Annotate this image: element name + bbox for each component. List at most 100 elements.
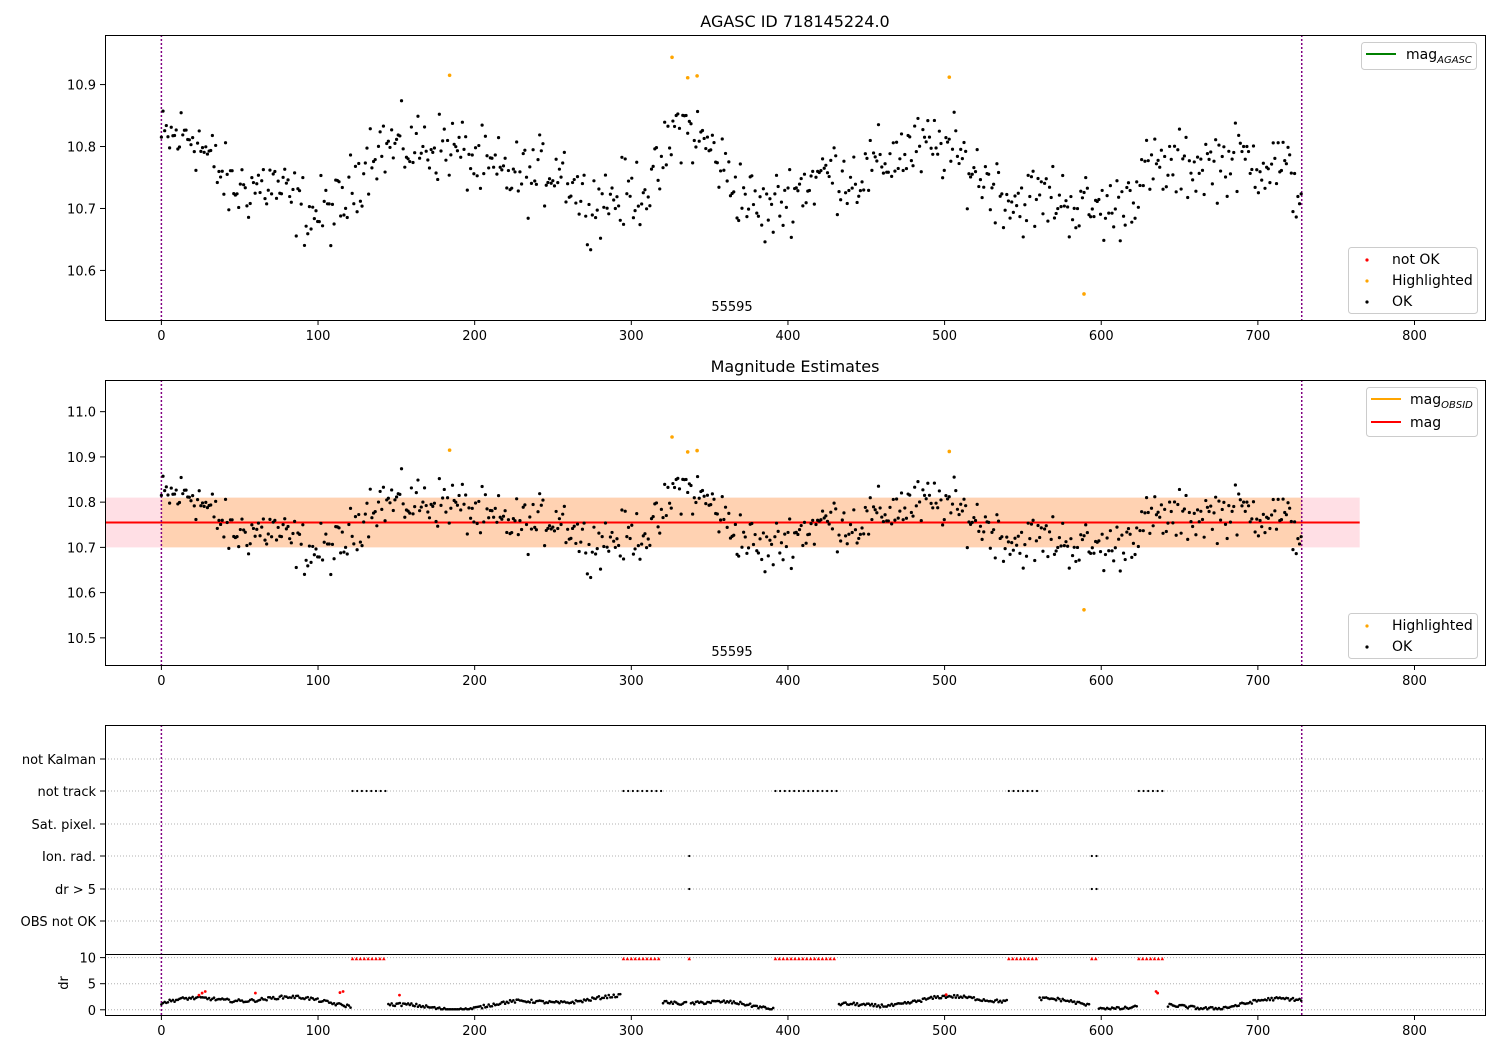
ok-point xyxy=(755,549,759,553)
ok-point xyxy=(363,512,367,516)
dr-high-point xyxy=(1026,956,1031,961)
ok-point xyxy=(834,507,838,511)
ok-point xyxy=(1146,510,1150,515)
ok-point xyxy=(1143,511,1147,515)
ok-point xyxy=(238,182,242,186)
x-tick-label: 200 xyxy=(462,329,487,344)
ok-point xyxy=(771,563,775,567)
ok-point xyxy=(1297,202,1302,206)
panel2-axis-ticks: 0 100 200 300 400 500 600 700 80010.510.610.710.… xyxy=(67,406,1427,689)
ok-point xyxy=(628,194,632,198)
ok-point xyxy=(936,506,940,510)
dr-point xyxy=(308,998,311,1001)
ok-point xyxy=(1077,558,1081,562)
ok-point xyxy=(227,546,231,550)
ok-point xyxy=(901,168,905,173)
ok-point xyxy=(230,169,234,173)
ok-point xyxy=(324,188,328,192)
dr-point xyxy=(398,1001,402,1005)
ok-point xyxy=(982,530,986,534)
ok-point xyxy=(605,206,609,210)
dr-red-point xyxy=(200,991,204,995)
ok-point xyxy=(812,202,816,206)
ok-point xyxy=(492,165,496,169)
ok-point xyxy=(442,487,446,492)
ok-point xyxy=(269,192,274,196)
ok-point xyxy=(996,170,1001,175)
ok-point xyxy=(1128,188,1132,193)
ok-point xyxy=(1051,164,1055,169)
ok-point xyxy=(473,501,478,505)
panel1-frame xyxy=(105,35,1486,321)
ok-point xyxy=(460,482,464,486)
ok-point xyxy=(722,168,726,172)
dr-point xyxy=(1040,998,1043,1002)
ok-point xyxy=(600,535,604,539)
ok-point xyxy=(720,137,724,141)
ok-point xyxy=(342,213,346,217)
dr-point xyxy=(1072,1000,1076,1003)
ok-point xyxy=(1115,179,1119,183)
ok-point xyxy=(1120,533,1124,537)
ok-point xyxy=(1204,498,1208,503)
ok-point xyxy=(1021,235,1025,239)
ok-point xyxy=(742,530,746,534)
ok-point xyxy=(959,147,963,151)
ok-point xyxy=(753,532,757,537)
ok-point xyxy=(745,551,749,555)
ok-point xyxy=(1174,190,1178,194)
dr-point xyxy=(939,996,943,1000)
ok-point xyxy=(585,572,589,576)
ok-point xyxy=(454,145,458,149)
ok-point xyxy=(225,172,229,176)
dr-high-point xyxy=(1148,956,1153,961)
ok-point xyxy=(248,201,252,206)
dr-point xyxy=(388,1003,392,1007)
ok-point xyxy=(483,134,488,138)
y-tick-label: 11.0 xyxy=(67,406,96,421)
dr-high-point xyxy=(812,956,817,961)
ok-point xyxy=(635,512,639,516)
flag-label: OBS not OK xyxy=(21,915,97,930)
ok-point xyxy=(972,515,976,520)
x-tick-label: 300 xyxy=(619,1024,644,1039)
ok-point xyxy=(894,140,899,144)
highlighted-point xyxy=(670,55,674,60)
ok-point xyxy=(654,501,659,505)
ok-point xyxy=(184,128,188,132)
ok-point xyxy=(1243,157,1247,161)
ok-point xyxy=(1161,187,1165,191)
dr-point xyxy=(748,1002,752,1005)
ok-point xyxy=(625,534,629,539)
ok-point xyxy=(878,506,882,510)
ok-point xyxy=(784,544,788,549)
ok-point xyxy=(362,172,366,176)
ok-point xyxy=(1168,144,1172,149)
ok-point xyxy=(712,497,716,501)
ok-point xyxy=(544,183,548,187)
ok-point xyxy=(1237,492,1241,496)
ok-point xyxy=(1255,517,1259,521)
dr-point xyxy=(240,999,244,1002)
ok-point xyxy=(668,501,672,505)
dr-point xyxy=(870,1002,874,1006)
ok-point xyxy=(1003,208,1007,212)
flag-point xyxy=(774,789,777,793)
ok-point xyxy=(630,176,634,180)
ok-point xyxy=(855,200,859,205)
ok-point xyxy=(394,137,399,142)
dr-point xyxy=(669,1000,673,1004)
x-tick-label: 500 xyxy=(932,329,957,344)
ok-point xyxy=(898,157,902,161)
ok-point xyxy=(904,166,909,171)
dr-red-point xyxy=(203,990,207,993)
dr-high-point xyxy=(797,956,801,961)
dr-point xyxy=(952,993,956,997)
ok-point xyxy=(638,223,642,227)
ok-point xyxy=(1028,537,1032,541)
flag-point xyxy=(793,789,796,793)
ok-point xyxy=(268,168,272,172)
dr-high-point xyxy=(832,956,836,961)
ok-point xyxy=(217,518,221,522)
ok-point xyxy=(329,572,333,577)
